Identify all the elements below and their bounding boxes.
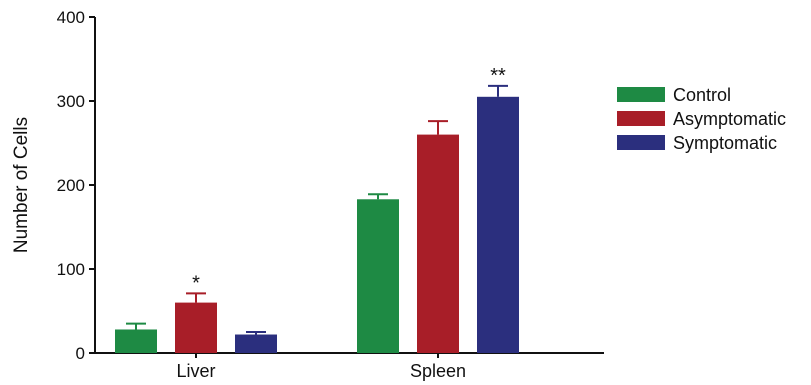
x-category-label: Spleen [410, 361, 466, 381]
y-tick-label: 400 [57, 8, 85, 27]
legend-label: Control [673, 85, 731, 105]
x-category-label: Liver [176, 361, 215, 381]
significance-label: * [192, 272, 200, 294]
legend-swatch [617, 87, 665, 102]
bar-control-liver [115, 329, 157, 353]
bar-asymptomatic-spleen [417, 134, 459, 353]
legend: Control Asymptomatic Symptomatic [617, 85, 786, 153]
legend-swatch [617, 111, 665, 126]
y-tick-label: 300 [57, 92, 85, 111]
bar-symptomatic-liver [235, 334, 277, 353]
x-category-labels: Liver Spleen [176, 353, 466, 381]
bars: *** [115, 65, 519, 354]
legend-label: Asymptomatic [673, 109, 786, 129]
y-ticks: 0 100 200 300 400 [57, 8, 95, 363]
legend-swatch [617, 135, 665, 150]
y-tick-label: 200 [57, 176, 85, 195]
y-tick-label: 0 [76, 344, 85, 363]
bar-asymptomatic-liver [175, 302, 217, 353]
y-axis-title: Number of Cells [11, 117, 32, 253]
bar-control-spleen [357, 199, 399, 353]
bar-symptomatic-spleen [477, 96, 519, 354]
significance-label: ** [490, 65, 506, 87]
legend-label: Symptomatic [673, 133, 777, 153]
y-tick-label: 100 [57, 260, 85, 279]
